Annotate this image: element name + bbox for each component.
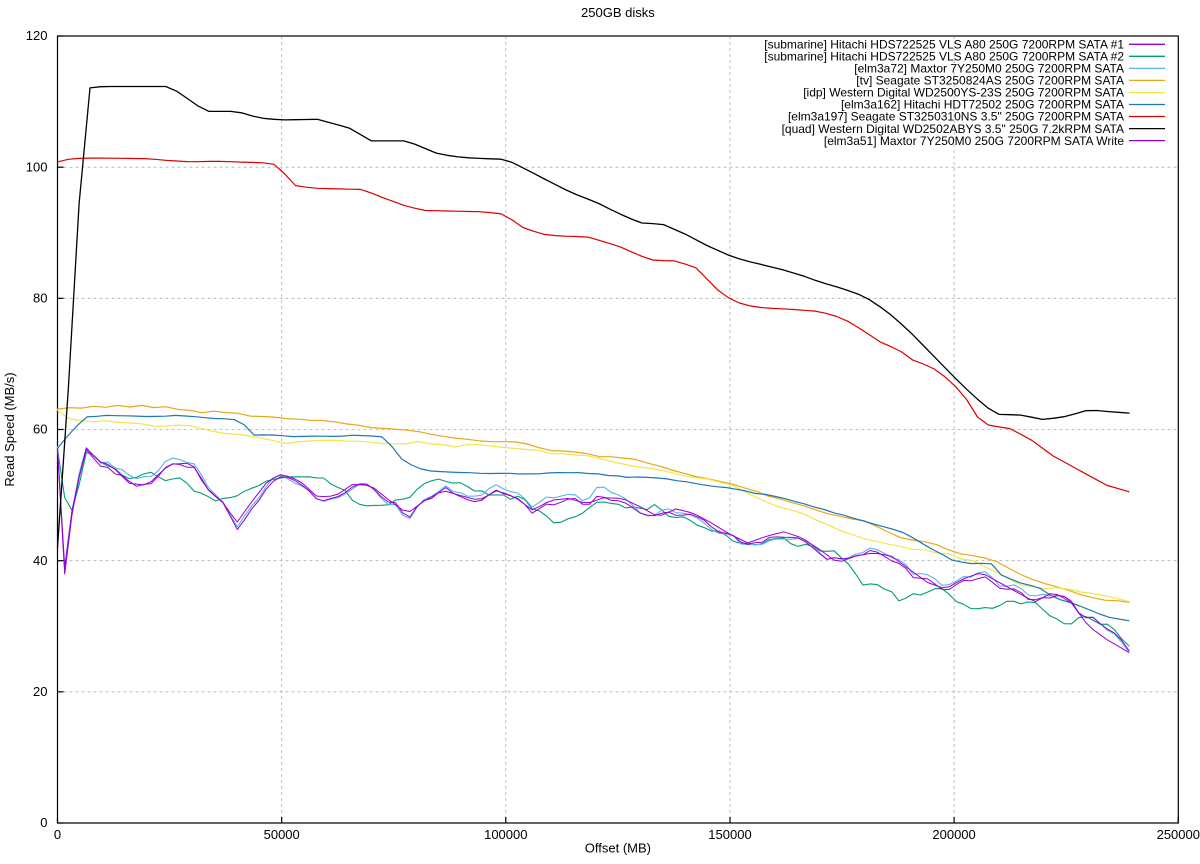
svg-text:Read Speed (MB/s): Read Speed (MB/s) bbox=[2, 372, 17, 486]
svg-text:120: 120 bbox=[26, 28, 48, 43]
svg-text:150000: 150000 bbox=[708, 827, 751, 842]
svg-text:100000: 100000 bbox=[484, 827, 527, 842]
svg-text:0: 0 bbox=[54, 827, 61, 842]
svg-text:[elm3a51] Maxtor 7Y250M0 250G: [elm3a51] Maxtor 7Y250M0 250G 7200RPM SA… bbox=[824, 134, 1124, 148]
svg-text:250000: 250000 bbox=[1157, 827, 1200, 842]
svg-text:80: 80 bbox=[33, 291, 47, 306]
svg-text:250GB disks: 250GB disks bbox=[581, 5, 655, 20]
svg-text:20: 20 bbox=[33, 684, 47, 699]
svg-text:200000: 200000 bbox=[932, 827, 975, 842]
svg-text:50000: 50000 bbox=[264, 827, 300, 842]
svg-text:Offset (MB): Offset (MB) bbox=[585, 841, 651, 856]
svg-text:60: 60 bbox=[33, 422, 47, 437]
svg-text:100: 100 bbox=[26, 159, 48, 174]
svg-text:40: 40 bbox=[33, 553, 47, 568]
svg-text:0: 0 bbox=[40, 815, 47, 830]
